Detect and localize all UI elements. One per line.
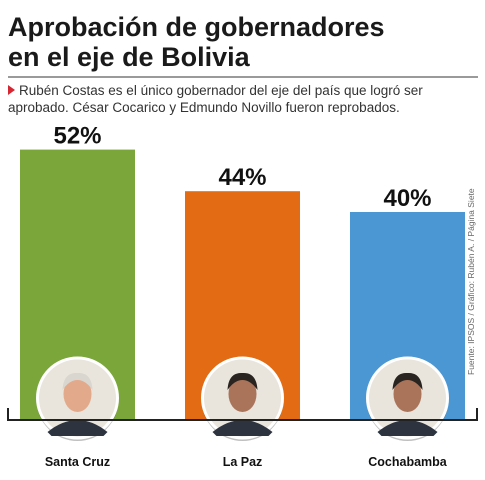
title-divider [8, 76, 478, 78]
source-credit: Fuente: IPSOS / Gráfico: Rubén A. / Pági… [466, 188, 476, 375]
triangle-marker-icon [8, 85, 15, 95]
portrait-avatar [366, 356, 449, 441]
category-label: La Paz [223, 455, 263, 469]
category-label: Cochabamba [368, 455, 448, 469]
title-part-1: Aprobación de [8, 12, 205, 42]
data-label: 44% [218, 164, 266, 191]
portrait-avatar [201, 356, 284, 441]
chart-title: Aprobación de gobernadores en el eje de B… [8, 12, 478, 72]
title-part-2: en el eje de Bolivia [8, 42, 250, 72]
chart-subtitle: Rubén Costas es el único gobernador del … [8, 82, 470, 116]
data-label: 52% [53, 123, 101, 150]
category-label: Santa Cruz [45, 455, 110, 469]
subtitle-text: Rubén Costas es el único gobernador del … [8, 83, 423, 115]
portrait-avatar [36, 356, 119, 441]
data-label: 40% [383, 185, 431, 212]
x-axis-baseline [7, 408, 478, 421]
title-bold: gobernadores [204, 12, 385, 42]
